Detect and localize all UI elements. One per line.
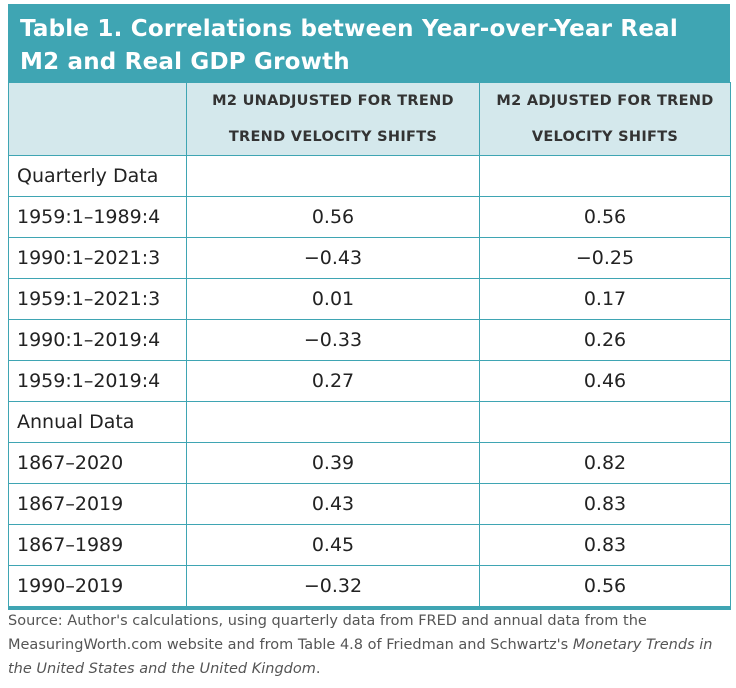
table-row: 1990–2019 −0.32 0.56 xyxy=(8,565,731,610)
value-adjusted: 0.26 xyxy=(479,319,731,361)
table-row: 1959:1–2019:4 0.27 0.46 xyxy=(8,360,731,402)
table-row: 1990:1–2021:3 −0.43 −0.25 xyxy=(8,237,731,279)
value-unadjusted: −0.32 xyxy=(186,565,480,610)
row-label: 1990:1–2021:3 xyxy=(8,237,187,279)
row-label: 1867–2019 xyxy=(8,483,187,525)
value-unadjusted: 0.43 xyxy=(186,483,480,525)
row-label: 1990–2019 xyxy=(8,565,187,610)
source-book-title: Monetary Trends in the United States and… xyxy=(8,637,713,677)
value-adjusted: 0.56 xyxy=(479,565,731,610)
value-unadjusted: 0.45 xyxy=(186,524,480,566)
header-period xyxy=(8,82,187,156)
row-label: Quarterly Data xyxy=(8,155,187,197)
table-row: 1959:1–2021:3 0.01 0.17 xyxy=(8,278,731,320)
value-unadjusted xyxy=(186,401,480,443)
header-m2-unadjusted: M2 UNADJUSTED FOR TREND TREND VELOCITY S… xyxy=(186,82,480,156)
value-unadjusted: 0.27 xyxy=(186,360,480,402)
value-adjusted: 0.17 xyxy=(479,278,731,320)
value-adjusted: 0.82 xyxy=(479,442,731,484)
table-title: Table 1. Correlations between Year-over-… xyxy=(8,4,730,82)
value-adjusted: 0.56 xyxy=(479,196,731,238)
table-row: Quarterly Data xyxy=(8,155,731,197)
row-label: 1867–1989 xyxy=(8,524,187,566)
value-adjusted xyxy=(479,401,731,443)
value-adjusted: 0.83 xyxy=(479,483,731,525)
header-m2-adjusted: M2 ADJUSTED FOR TREND VELOCITY SHIFTS xyxy=(479,82,731,156)
row-label: 1867–2020 xyxy=(8,442,187,484)
value-adjusted: 0.83 xyxy=(479,524,731,566)
row-label: 1959:1–2021:3 xyxy=(8,278,187,320)
correlation-table: M2 UNADJUSTED FOR TREND TREND VELOCITY S… xyxy=(8,82,731,610)
row-label: 1959:1–1989:4 xyxy=(8,196,187,238)
header-row: M2 UNADJUSTED FOR TREND TREND VELOCITY S… xyxy=(8,82,731,156)
row-label: 1959:1–2019:4 xyxy=(8,360,187,402)
value-unadjusted: 0.39 xyxy=(186,442,480,484)
value-unadjusted: −0.43 xyxy=(186,237,480,279)
table-row: 1867–2019 0.43 0.83 xyxy=(8,483,731,525)
source-end: . xyxy=(315,661,321,677)
table-row: 1867–2020 0.39 0.82 xyxy=(8,442,731,484)
table-row: Annual Data xyxy=(8,401,731,443)
value-unadjusted: 0.56 xyxy=(186,196,480,238)
table-row: 1990:1–2019:4 −0.33 0.26 xyxy=(8,319,731,361)
value-adjusted: −0.25 xyxy=(479,237,731,279)
value-unadjusted: −0.33 xyxy=(186,319,480,361)
value-adjusted xyxy=(479,155,731,197)
row-label: 1990:1–2019:4 xyxy=(8,319,187,361)
table-row: 1959:1–1989:4 0.56 0.56 xyxy=(8,196,731,238)
source-text: Source: Author's calculations, using qua… xyxy=(8,613,647,653)
value-adjusted: 0.46 xyxy=(479,360,731,402)
source-note: Source: Author's calculations, using qua… xyxy=(8,609,730,681)
row-label: Annual Data xyxy=(8,401,187,443)
table-row: 1867–1989 0.45 0.83 xyxy=(8,524,731,566)
value-unadjusted: 0.01 xyxy=(186,278,480,320)
value-unadjusted xyxy=(186,155,480,197)
